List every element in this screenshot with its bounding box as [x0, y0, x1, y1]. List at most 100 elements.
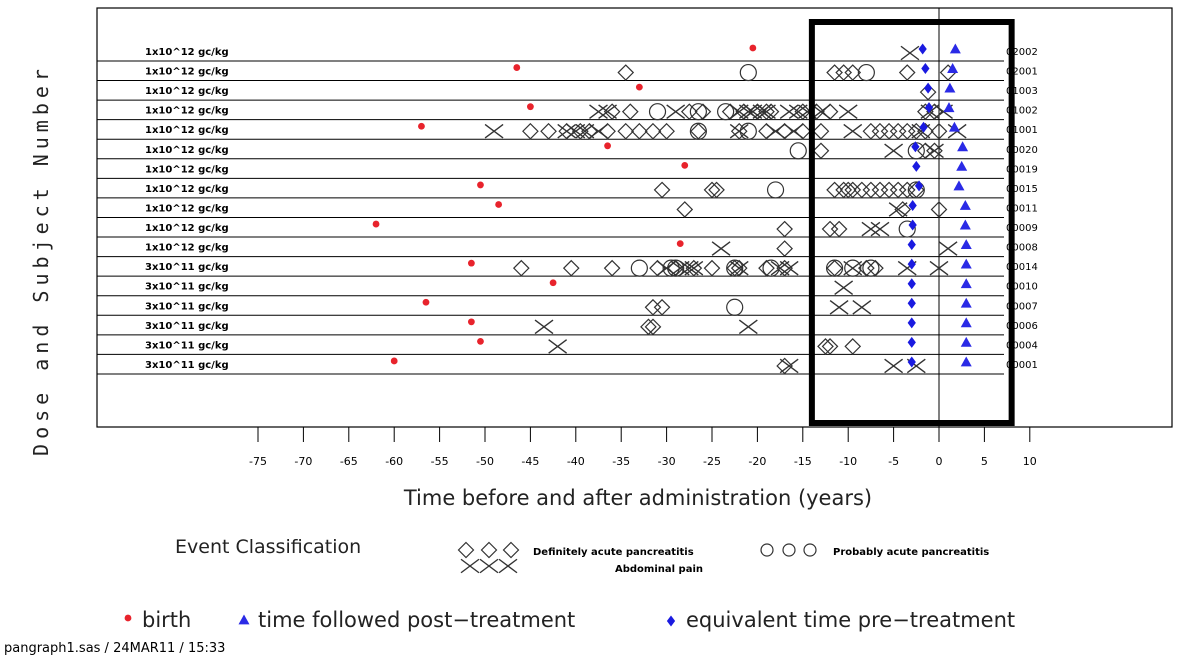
subject-row-01003: 1x10^12 gc/kg 01003: [145, 82, 1038, 101]
diamond-marker: [730, 259, 748, 277]
diamond-marker: [571, 122, 589, 140]
diamond-marker: [817, 338, 834, 355]
cross-stroke: [811, 104, 831, 119]
pre-treatment-marker: [919, 121, 928, 133]
x-tick-label: -40: [567, 455, 585, 468]
subject-id: 02001: [1006, 67, 1038, 78]
cross-stroke: [888, 202, 908, 217]
cross-stroke: [852, 299, 872, 315]
cross-stroke: [738, 319, 758, 335]
diamond-marker: [621, 103, 639, 121]
cross-stroke: [666, 104, 686, 119]
cross-stroke: [479, 558, 499, 574]
birth-marker: [124, 614, 132, 622]
post-treatment-marker: [238, 614, 250, 625]
diamond-marker: [512, 259, 530, 277]
subject-id: 02002: [1006, 47, 1038, 58]
diamond-marker: [821, 103, 839, 121]
diamond-marker: [776, 240, 793, 257]
cross-stroke: [684, 260, 704, 276]
diamond-marker: [930, 201, 948, 218]
diamond-marker: [871, 122, 889, 140]
diamond-marker: [794, 103, 812, 121]
post-treatment-marker: [944, 82, 956, 93]
diamond-marker: [844, 181, 862, 199]
cross-stroke: [757, 104, 776, 119]
y-axis-label: Dose and Subject Number: [29, 64, 53, 456]
diamond-marker: [821, 338, 839, 355]
subject-row-00008: 1x10^12 gc/kg 00008: [145, 239, 1038, 257]
subject-id: 01001: [1006, 125, 1038, 136]
birth-marker: [477, 181, 484, 189]
diamond-marker: [867, 259, 884, 277]
cross-marker: [788, 104, 808, 119]
dose-label: 1x10^12 gc/kg: [145, 243, 229, 254]
cross-marker: [498, 558, 518, 574]
pre-treatment-marker: [907, 297, 916, 309]
cross-marker: [779, 104, 799, 119]
cross-stroke: [498, 558, 518, 574]
legend-birth-label: birth: [142, 608, 191, 632]
dose-label: 1x10^12 gc/kg: [145, 125, 229, 136]
cross-marker: [829, 299, 849, 315]
cross-marker: [852, 299, 872, 315]
cross-stroke: [548, 339, 568, 354]
cross-stroke: [838, 104, 858, 119]
circle-marker: [898, 220, 916, 238]
x-tick-label: -50: [476, 455, 494, 468]
birth-marker: [372, 220, 380, 228]
cross-marker: [711, 241, 731, 256]
subject-row-00004: 3x10^11 gc/kg 00004: [145, 336, 1038, 355]
diamond-marker: [480, 541, 498, 559]
cross-stroke: [861, 221, 881, 237]
cross-marker: [657, 260, 677, 276]
cross-marker: [738, 104, 758, 119]
diamond-marker: [835, 64, 853, 81]
highlight-box: [808, 19, 1015, 426]
cross-marker: [900, 45, 920, 61]
diamond-marker: [858, 259, 875, 277]
legend-circle-label: Probably acute pancreatitis: [833, 547, 989, 558]
legend-circle-marker: [760, 543, 774, 557]
dose-label: 1x10^12 gc/kg: [145, 223, 229, 234]
dose-label: 3x10^11 gc/kg: [145, 301, 229, 312]
x-axis-label: Time before and after administration (ye…: [403, 486, 872, 510]
pre-treatment-marker: [923, 82, 933, 94]
subject-row-00011: 1x10^12 gc/kg 00011: [145, 199, 1038, 218]
legend-diamond-label: Definitely acute pancreatitis: [533, 547, 694, 558]
cross-marker: [888, 202, 908, 217]
cross-marker: [843, 260, 863, 276]
diamond-marker: [880, 181, 898, 199]
post-treatment-marker: [947, 63, 959, 73]
circle-marker: [789, 142, 807, 160]
birth-marker: [422, 298, 430, 306]
cross-marker: [670, 260, 690, 276]
diamond-marker: [776, 122, 793, 140]
diamond-marker: [826, 181, 843, 199]
subject-id: 00006: [1006, 321, 1038, 332]
diamond-marker: [644, 298, 662, 316]
post-treatment-marker: [943, 102, 955, 113]
subject-id: 00008: [1006, 243, 1038, 254]
legend-circle-marker: [782, 543, 796, 557]
diamond-marker: [880, 122, 898, 140]
legend-post-label: time followed post−treatment: [258, 608, 575, 632]
diamond-marker: [540, 122, 557, 140]
cross-marker: [929, 260, 949, 276]
subject-id: 01002: [1006, 106, 1038, 117]
diamond-marker: [603, 103, 621, 121]
pre-treatment-marker: [918, 43, 927, 55]
cross-marker: [557, 123, 577, 139]
dose-label: 1x10^12 gc/kg: [145, 47, 229, 58]
cross-stroke: [843, 123, 863, 139]
post-treatment-marker: [960, 356, 972, 367]
subject-row-00009: 1x10^12 gc/kg 00009: [145, 219, 1038, 238]
diamond-marker: [776, 220, 793, 238]
cross-stroke: [834, 280, 854, 296]
pre-treatment-marker: [907, 317, 916, 329]
dose-label: 1x10^12 gc/kg: [145, 145, 229, 156]
cross-stroke: [884, 358, 904, 374]
legend: Event Classification Definitely acute pan…: [4, 536, 1015, 656]
diamond-marker: [640, 318, 657, 336]
subject-id: 00014: [1006, 262, 1038, 273]
